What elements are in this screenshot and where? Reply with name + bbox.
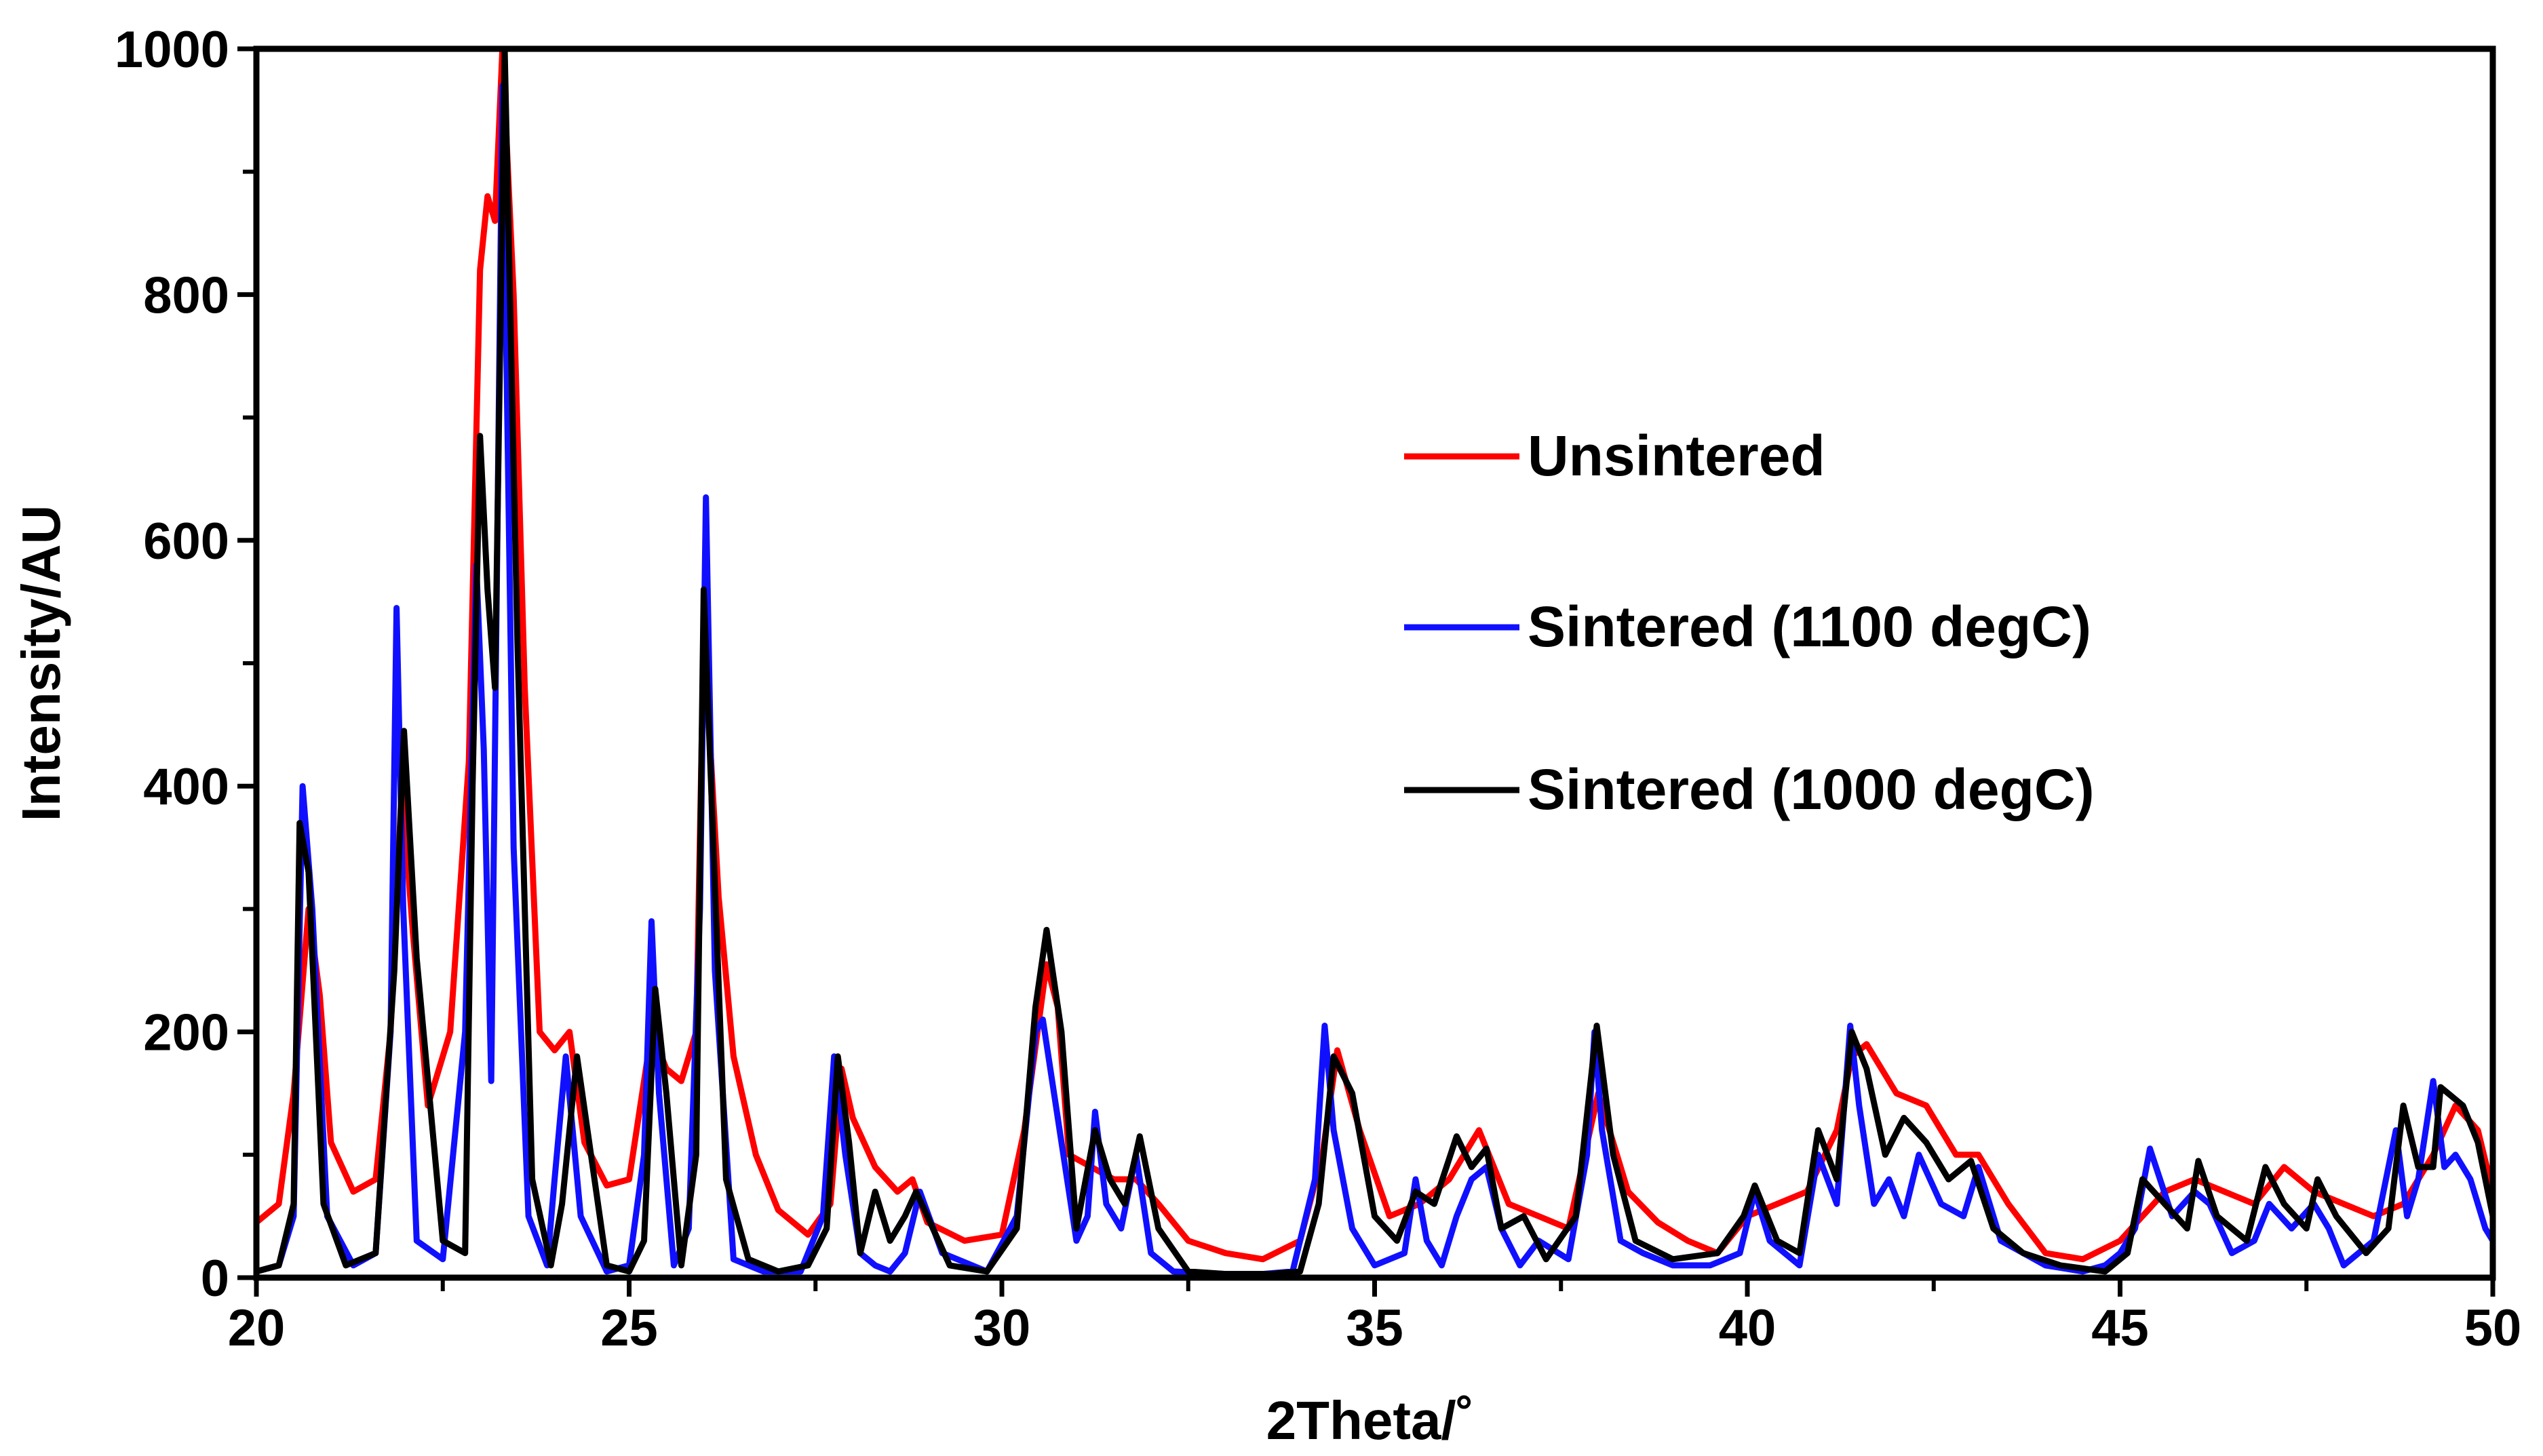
legend-label-unsintered: Unsintered [1528,424,1825,488]
tick-labels-layer: 20 25 30 35 40 45 50 0 200 400 600 800 1000 [115,21,2521,1357]
series-layer [253,45,2496,1278]
y-tick-label: 600 [143,513,229,570]
x-tick-label: 20 [228,1299,286,1357]
y-tick-label: 800 [143,267,229,324]
x-tick-label: 30 [973,1299,1031,1357]
y-tick-label: 0 [201,1250,229,1307]
series-line-sintered-1000-degc [253,45,2496,1278]
y-tick-label: 200 [143,1004,229,1062]
plot-frame [253,45,2496,1281]
y-tick-label: 400 [143,758,229,816]
legend-label-sintered-1100: Sintered (1100 degC) [1528,595,2091,658]
y-tick-label: 1000 [115,21,229,79]
x-axis-title: 2Theta/˚ [1266,1390,1475,1451]
x-tick-label: 25 [600,1299,658,1357]
x-tick-label: 50 [2464,1299,2522,1357]
y-axis-title: Intensity/AU [11,505,71,822]
legend: Unsintered Sintered (1100 degC) Sintered… [1404,424,2095,821]
x-tick-label: 35 [1346,1299,1403,1357]
legend-label-sintered-1000: Sintered (1000 degC) [1528,757,2095,821]
x-tick-label: 45 [2091,1299,2149,1357]
x-tick-label: 40 [1719,1299,1777,1357]
